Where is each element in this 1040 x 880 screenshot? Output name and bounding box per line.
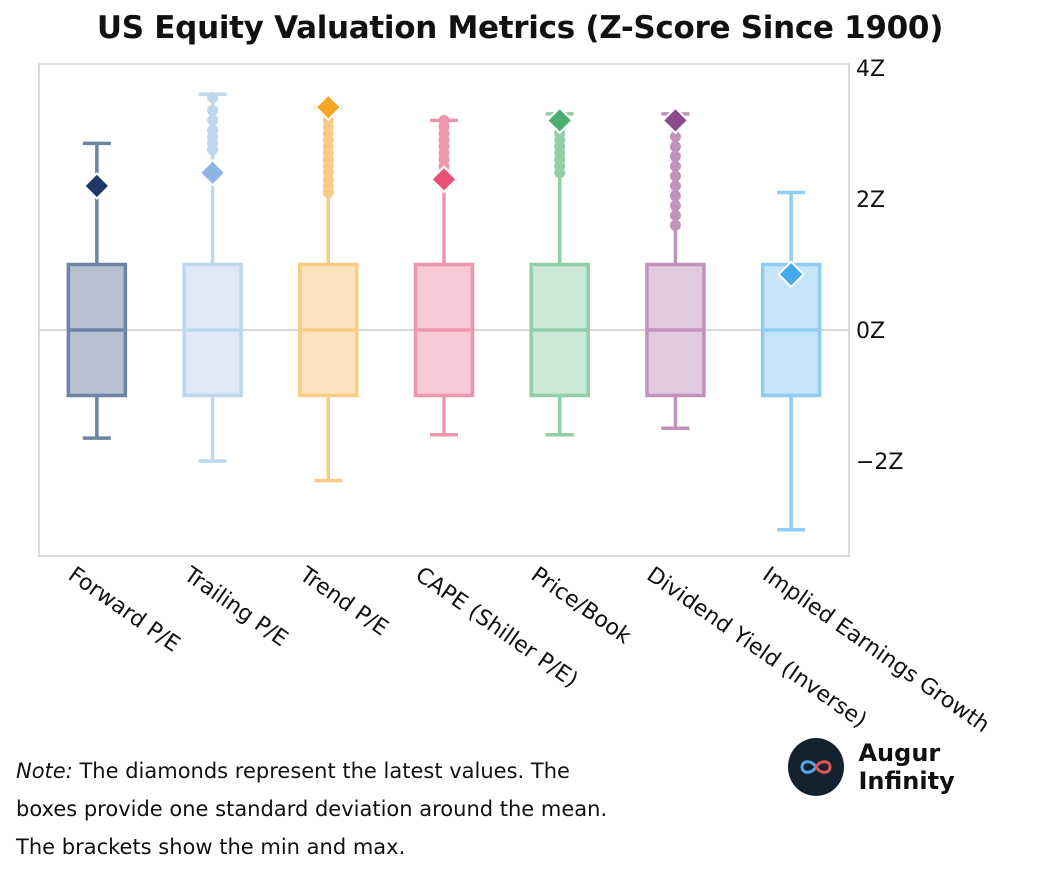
brand: Augur Infinity <box>788 738 1040 796</box>
outlier-point <box>207 91 219 103</box>
latest-diamond <box>82 171 111 200</box>
latest-diamond <box>430 165 458 194</box>
box-group <box>66 141 128 440</box>
x-tick-label: Dividend Yield (Inverse) <box>642 562 871 733</box>
y-tick-label: 0Z <box>856 319 885 344</box>
y-tick-label: 2Z <box>856 188 885 213</box>
latest-diamond <box>661 106 690 135</box>
infinity-icon <box>788 738 845 796</box>
latest-diamond <box>314 93 343 122</box>
y-tick-label: −2Z <box>856 450 904 475</box>
x-tick-label: Trailing P/E <box>178 562 292 652</box>
outlier-point <box>669 219 681 231</box>
outlier-point <box>207 105 219 117</box>
box-group <box>760 190 822 532</box>
plot-area-frame <box>38 63 850 557</box>
latest-diamond <box>545 106 574 135</box>
note-lead: Note: <box>16 759 73 783</box>
outlier-point <box>207 124 219 136</box>
box-group <box>529 106 590 437</box>
note-text: The diamonds represent the latest values… <box>16 759 608 859</box>
outlier-point <box>669 209 681 221</box>
outlier-point <box>669 131 681 143</box>
outlier-point <box>669 150 681 162</box>
outlier-point <box>669 200 681 212</box>
x-tick-label: Price/Book <box>526 562 635 649</box>
outlier-point <box>669 160 681 172</box>
outlier-point <box>207 114 219 126</box>
outlier-point <box>438 114 450 126</box>
box-group <box>298 93 359 483</box>
box-group <box>182 91 243 463</box>
y-tick-label: 4Z <box>856 57 885 82</box>
brand-name: Augur Infinity <box>858 739 955 795</box>
outlier-point <box>669 141 681 153</box>
x-tick-label: Trend P/E <box>294 562 393 641</box>
box-group <box>645 106 706 430</box>
chart-title: US Equity Valuation Metrics (Z-Score Sin… <box>96 10 944 46</box>
x-tick-label: Implied Earnings Growth <box>758 562 994 738</box>
latest-diamond <box>777 260 806 289</box>
chart-note: Note: The diamonds represent the latest … <box>16 752 636 866</box>
outlier-point <box>669 190 681 202</box>
outlier-point <box>669 170 681 182</box>
box-group <box>413 114 475 437</box>
outlier-point <box>669 180 681 192</box>
latest-diamond <box>198 158 227 187</box>
x-tick-label: Forward P/E <box>63 562 184 657</box>
